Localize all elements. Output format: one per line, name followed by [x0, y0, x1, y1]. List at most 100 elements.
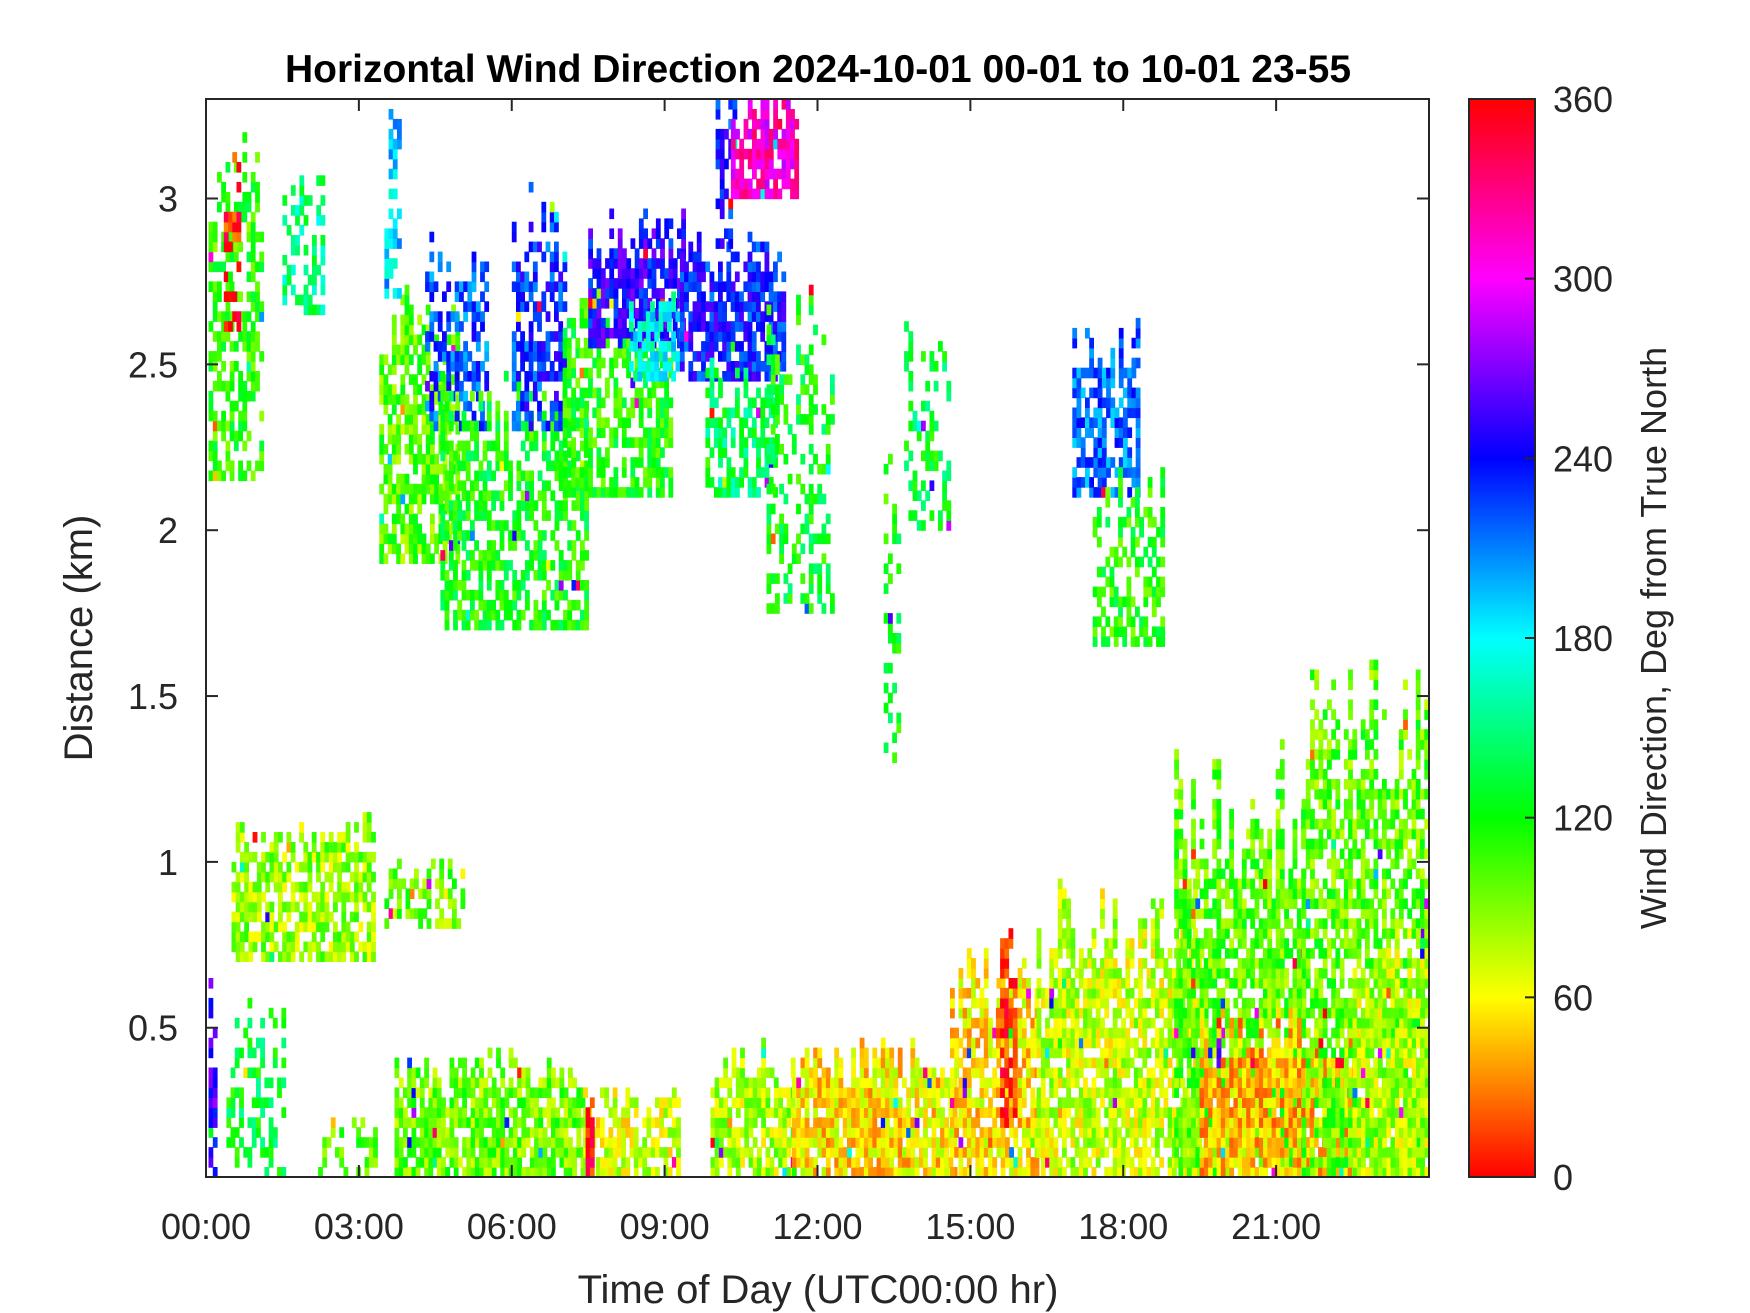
heatmap-cell [583, 437, 589, 448]
heatmap-cell [1085, 457, 1090, 468]
heatmap-cell [236, 261, 242, 273]
heatmap-cell [425, 453, 431, 465]
heatmap-cell [756, 361, 761, 372]
heatmap-cell [940, 1137, 945, 1148]
heatmap-cell [356, 1137, 361, 1148]
heatmap-cell [246, 361, 252, 372]
heatmap-cell [910, 1137, 916, 1148]
heatmap-cell [401, 878, 407, 890]
heatmap-cell [1080, 367, 1086, 379]
heatmap-cell [813, 324, 818, 336]
heatmap-cell [512, 599, 518, 611]
heatmap-cell [404, 364, 410, 375]
heatmap-cell [1000, 1137, 1006, 1148]
heatmap-cell [221, 341, 226, 352]
heatmap-cell [1127, 467, 1133, 478]
heatmap-cell [872, 1167, 878, 1177]
heatmap-cell [551, 1107, 556, 1118]
heatmap-cell [1143, 626, 1149, 637]
heatmap-cell [575, 417, 581, 428]
heatmap-cell [491, 470, 496, 482]
heatmap-cell [391, 513, 397, 525]
heatmap-cell [579, 367, 585, 379]
heatmap-cell [605, 298, 610, 309]
heatmap-cell [230, 1137, 236, 1148]
heatmap-cell [1089, 347, 1094, 359]
heatmap-cell [567, 619, 573, 631]
heatmap-cell [419, 1077, 425, 1089]
heatmap-cell [914, 1077, 920, 1089]
heatmap-cell [226, 1107, 232, 1118]
heatmap-cell [318, 1167, 323, 1177]
heatmap-cell [482, 480, 488, 491]
heatmap-cell [394, 1127, 400, 1138]
heatmap-cell [1080, 387, 1086, 399]
heatmap-cell [419, 1087, 425, 1098]
heatmap-cell [354, 851, 359, 863]
heatmap-cell [387, 384, 393, 395]
heatmap-cell [508, 1087, 514, 1098]
heatmap-cell [495, 609, 501, 621]
heatmap-cell [239, 832, 245, 843]
heatmap-cell [1036, 1037, 1042, 1049]
heatmap-cell [777, 251, 782, 263]
heatmap-cell [247, 1047, 253, 1059]
heatmap-cell [349, 851, 355, 863]
heatmap-cell [551, 1167, 556, 1177]
heatmap-cell [785, 168, 791, 180]
heatmap-cell [761, 1167, 766, 1177]
heatmap-cell [621, 1107, 626, 1118]
heatmap-cell [1130, 596, 1136, 608]
heatmap-cell [217, 380, 222, 392]
heatmap-cell [208, 1047, 214, 1059]
heatmap-cell [971, 978, 976, 989]
heatmap-cell [588, 367, 593, 379]
heatmap-cell [470, 1157, 476, 1168]
heatmap-cell [567, 520, 573, 531]
heatmap-cell [830, 1117, 835, 1128]
heatmap-cell [550, 490, 556, 501]
heatmap-cell [457, 500, 463, 511]
heatmap-cell [770, 444, 776, 455]
heatmap-cell [260, 1147, 265, 1158]
heatmap-cell [537, 470, 543, 482]
heatmap-cell [584, 580, 589, 591]
heatmap-cell [1106, 387, 1111, 399]
heatmap-cell [992, 1167, 998, 1177]
heatmap-cell [992, 1107, 998, 1118]
heatmap-cell [286, 842, 292, 853]
heatmap-cell [715, 158, 721, 170]
heatmap-cell [773, 1107, 779, 1118]
heatmap-cell [1004, 1007, 1010, 1019]
heatmap-cell [474, 1157, 480, 1168]
heatmap-cell [542, 1107, 548, 1118]
heatmap-cell [908, 331, 914, 342]
heatmap-cell [554, 221, 559, 233]
heatmap-cell [499, 540, 505, 551]
heatmap-cell [264, 1147, 270, 1158]
heatmap-cell [588, 437, 593, 448]
heatmap-cell [931, 1167, 937, 1177]
heatmap-cell [705, 321, 711, 332]
heatmap-cell [362, 851, 368, 863]
heatmap-cell [731, 1067, 737, 1079]
heatmap-cell [541, 619, 547, 631]
heatmap-cell [503, 430, 509, 442]
heatmap-cell [554, 400, 559, 412]
heatmap-cell [770, 354, 776, 365]
heatmap-cell [918, 1087, 924, 1098]
heatmap-cell [566, 377, 572, 389]
heatmap-cell [1160, 636, 1166, 647]
heatmap-cell [387, 364, 393, 375]
heatmap-cell [400, 394, 406, 405]
heatmap-cell [1123, 427, 1128, 438]
heatmap-cell [604, 1167, 609, 1177]
heatmap-cell [562, 347, 568, 359]
heatmap-cell [484, 380, 490, 392]
heatmap-cell [726, 417, 732, 428]
heatmap-cell [243, 1067, 249, 1079]
heatmap-cell [775, 364, 780, 375]
heatmap-cell [942, 480, 947, 491]
heatmap-cell [1040, 1137, 1046, 1148]
heatmap-cell [979, 1097, 985, 1108]
